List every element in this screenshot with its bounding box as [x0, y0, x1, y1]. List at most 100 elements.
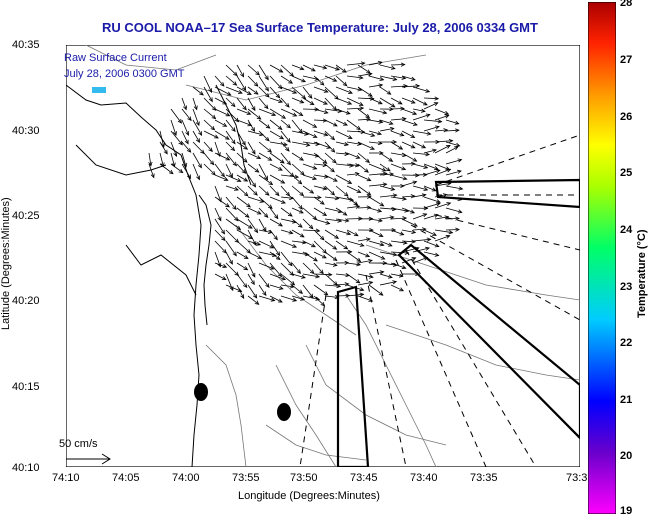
current-vector-head	[388, 157, 394, 162]
current-vector-head	[264, 104, 269, 110]
current-vector	[357, 64, 371, 74]
current-vector-head	[368, 274, 374, 279]
current-vector-head	[236, 225, 242, 231]
y-tick-6: 40:10	[12, 462, 40, 474]
current-vector-head	[278, 285, 284, 290]
current-vector	[225, 97, 236, 107]
current-vector-head	[299, 191, 305, 197]
current-vector-head	[381, 167, 387, 172]
current-vector-head	[210, 125, 216, 131]
current-vector-head	[401, 166, 407, 171]
current-vector-head	[225, 112, 231, 117]
current-vector	[379, 119, 393, 125]
current-vector-head	[332, 77, 338, 82]
current-vector	[445, 170, 462, 176]
current-vector	[401, 195, 415, 198]
current-vector-head	[253, 228, 259, 234]
current-vector-head	[355, 204, 361, 209]
current-vector-head	[445, 144, 451, 149]
current-vector-head	[264, 75, 269, 81]
current-vector	[313, 207, 327, 216]
current-vector-head	[423, 256, 429, 261]
current-vector	[434, 140, 453, 143]
current-vector-head	[299, 233, 305, 238]
current-vector	[170, 152, 175, 167]
current-vector	[346, 75, 363, 79]
current-vector-head	[421, 193, 427, 198]
current-vector-head	[275, 191, 280, 197]
current-vector	[291, 262, 301, 274]
current-vector-head	[410, 144, 416, 149]
current-vector-head	[234, 186, 239, 191]
current-vector-head	[323, 100, 328, 105]
current-vector-head	[359, 287, 365, 292]
current-vector	[280, 163, 294, 177]
current-vector-head	[380, 255, 386, 260]
current-vector	[181, 163, 191, 179]
current-vector	[258, 251, 276, 257]
current-vector-head	[309, 100, 315, 106]
current-vector-head	[250, 280, 255, 286]
current-vector-head	[217, 262, 222, 268]
current-vector-head	[242, 158, 248, 163]
current-vector	[368, 183, 387, 187]
current-vector	[291, 108, 303, 116]
current-vector	[280, 64, 294, 77]
current-vector-head	[256, 155, 262, 159]
current-vector-head	[168, 169, 174, 175]
current-vector-head	[425, 152, 431, 157]
current-vector	[324, 229, 339, 239]
current-vector-head	[458, 186, 464, 191]
current-vector-head	[214, 134, 219, 139]
current-vector	[225, 262, 239, 276]
current-vector-head	[275, 255, 281, 261]
current-vector	[313, 97, 328, 105]
current-vector	[302, 86, 313, 99]
current-vector-head	[275, 251, 281, 257]
current-vector-head	[267, 148, 273, 153]
current-vector	[346, 141, 362, 145]
current-vector-head	[404, 250, 410, 255]
current-vector-head	[172, 131, 177, 136]
current-vector-head	[265, 283, 270, 289]
current-vector-head	[251, 182, 257, 188]
current-vector	[412, 163, 428, 169]
current-vector	[368, 119, 383, 123]
current-vector-head	[309, 269, 315, 275]
current-vector	[324, 251, 338, 261]
current-vector	[236, 273, 248, 288]
current-vector-head	[366, 205, 372, 210]
current-vector	[280, 108, 297, 117]
current-vector	[346, 284, 364, 291]
current-vector	[170, 163, 183, 173]
current-vector-head	[421, 144, 427, 149]
current-vector	[280, 97, 290, 108]
current-vector-head	[211, 106, 217, 111]
current-vector	[357, 130, 375, 137]
current-vector-head	[298, 111, 304, 116]
current-vector	[445, 159, 462, 165]
current-vector	[401, 85, 420, 88]
current-vector	[379, 240, 393, 247]
current-vector-head	[370, 146, 375, 150]
current-vector	[247, 251, 262, 259]
cb-tick-25: 25	[620, 167, 633, 179]
current-vector-head	[423, 186, 429, 191]
current-vector	[335, 283, 349, 286]
current-vector	[357, 260, 373, 264]
current-vector-head	[246, 203, 251, 208]
current-vector-head	[253, 90, 259, 95]
current-vector	[236, 130, 246, 146]
current-vector	[236, 97, 247, 111]
current-vector-head	[454, 120, 460, 125]
current-vector-head	[411, 239, 417, 244]
current-vector-head	[252, 241, 257, 246]
current-vector	[324, 141, 335, 153]
current-vector	[214, 86, 231, 96]
current-vector	[280, 119, 291, 129]
current-vector	[247, 196, 264, 203]
current-vector-head	[360, 61, 366, 66]
current-vector-head	[357, 87, 363, 92]
current-vector-head	[388, 120, 394, 125]
current-vector	[324, 196, 339, 199]
